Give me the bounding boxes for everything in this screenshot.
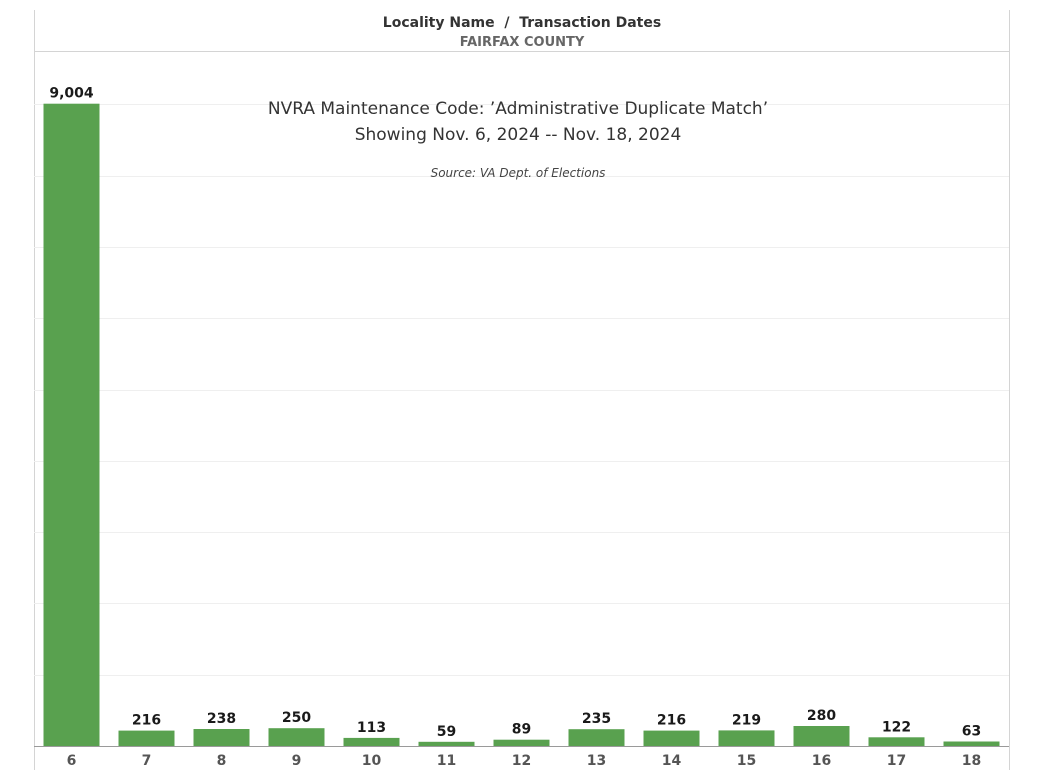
bar-value-label-day-15: 219 — [732, 712, 761, 728]
bar-day-18[interactable] — [943, 741, 1000, 747]
bar-value-label-day-11: 59 — [437, 724, 456, 740]
bar-value-labels: 9,004 216 238 250 113 59 89 235 216 219 280 122 63 — [49, 86, 981, 740]
bar-series — [43, 103, 1000, 747]
x-tick-label-day-11: 11 — [437, 753, 456, 769]
bar-value-label-day-8: 238 — [207, 711, 236, 727]
x-axis-tick-labels: 6 7 8 9 10 11 12 13 14 15 16 17 18 — [67, 753, 982, 769]
bar-value-label-day-10: 113 — [357, 720, 386, 736]
bar-value-label-day-14: 216 — [657, 713, 686, 729]
chart-header: Locality Name / Transaction Dates FAIRFA… — [383, 15, 661, 50]
bar-day-8[interactable] — [193, 729, 250, 746]
bar-day-7[interactable] — [118, 730, 175, 746]
bar-day-16[interactable] — [793, 726, 850, 746]
bar-value-label-day-18: 63 — [962, 724, 981, 740]
x-tick-label-day-10: 10 — [362, 753, 382, 769]
bar-day-6[interactable] — [43, 103, 100, 746]
header-title: Locality Name / Transaction Dates — [383, 15, 661, 31]
x-tick-label-day-8: 8 — [217, 753, 227, 769]
bar-day-14[interactable] — [643, 730, 700, 746]
bar-day-12[interactable] — [493, 739, 550, 746]
x-tick-label-day-16: 16 — [812, 753, 831, 769]
bar-value-label-day-16: 280 — [807, 708, 836, 724]
x-tick-label-day-13: 13 — [587, 753, 606, 769]
x-tick-label-day-9: 9 — [292, 753, 302, 769]
x-tick-label-day-17: 17 — [887, 753, 906, 769]
bar-value-label-day-17: 122 — [882, 719, 911, 735]
bar-day-15[interactable] — [718, 730, 775, 746]
bar-value-label-day-6: 9,004 — [49, 86, 94, 102]
x-tick-label-day-7: 7 — [142, 753, 152, 769]
header-subtitle: FAIRFAX COUNTY — [460, 35, 585, 50]
bar-value-label-day-7: 216 — [132, 713, 161, 729]
x-tick-label-day-18: 18 — [962, 753, 981, 769]
annotation-source: Source: VA Dept. of Elections — [431, 166, 606, 180]
bar-day-17[interactable] — [868, 737, 925, 746]
x-tick-label-day-15: 15 — [737, 753, 756, 769]
annotation-title-line-1: NVRA Maintenance Code: ’Administrative D… — [268, 99, 768, 119]
chart-annotation: NVRA Maintenance Code: ’Administrative D… — [268, 99, 768, 180]
bar-day-9[interactable] — [268, 728, 325, 746]
bar-day-13[interactable] — [568, 729, 625, 746]
bar-value-label-day-13: 235 — [582, 711, 611, 727]
x-tick-label-day-12: 12 — [512, 753, 531, 769]
bar-value-label-day-12: 89 — [512, 722, 531, 738]
bar-day-11[interactable] — [418, 741, 475, 746]
x-tick-label-day-14: 14 — [662, 753, 682, 769]
gridlines — [34, 104, 1009, 676]
bar-value-label-day-9: 250 — [282, 710, 311, 726]
bar-day-10[interactable] — [343, 737, 400, 746]
x-tick-label-day-6: 6 — [67, 753, 77, 769]
annotation-title-line-2: Showing Nov. 6, 2024 -- Nov. 18, 2024 — [355, 125, 682, 145]
